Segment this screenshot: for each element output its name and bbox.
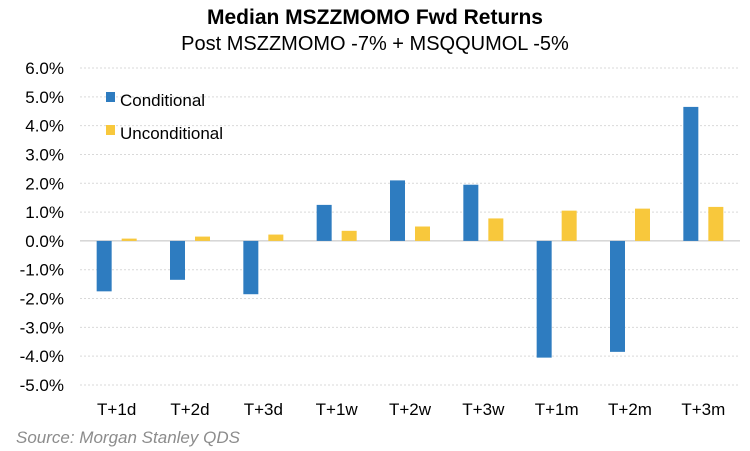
bar-unconditional-t1d: [121, 238, 137, 241]
legend-swatch-unconditional: [106, 125, 115, 135]
bar-unconditional-t2w: [415, 226, 430, 241]
y-tick-label: -5.0%: [20, 376, 64, 395]
x-tick-label: T+3m: [681, 400, 725, 419]
legend-label-unconditional: Unconditional: [120, 124, 223, 143]
bar-unconditional-t1m: [561, 210, 577, 241]
x-tick-label: T+2d: [170, 400, 209, 419]
bar-conditional-t2w: [390, 180, 405, 241]
y-tick-label: 4.0%: [25, 117, 64, 136]
bar-conditional-t1w: [316, 204, 332, 241]
y-tick-label: 0.0%: [25, 232, 64, 251]
x-tick-label: T+3d: [244, 400, 283, 419]
x-tick-label: T+2w: [389, 400, 432, 419]
legend-label-conditional: Conditional: [120, 91, 205, 110]
y-tick-label: 3.0%: [25, 145, 64, 164]
y-tick-label: 1.0%: [25, 203, 64, 222]
y-tick-label: 6.0%: [25, 59, 64, 78]
bar-unconditional-t3d: [268, 234, 284, 241]
x-tick-label: T+1m: [535, 400, 579, 419]
y-tick-label: -2.0%: [20, 290, 64, 309]
bar-conditional-t1m: [536, 240, 552, 358]
bar-conditional-t2d: [170, 240, 185, 280]
chart-title: Median MSZZMOMO Fwd Returns: [207, 6, 543, 29]
bar-unconditional-t1w: [341, 230, 357, 241]
chart-subtitle: Post MSZZMOMO -7% + MSQQUMOL -5%: [181, 33, 569, 55]
x-tick-label: T+3w: [462, 400, 505, 419]
y-tick-label: 5.0%: [25, 88, 64, 107]
bar-conditional-t3w: [463, 184, 479, 241]
y-tick-label: -4.0%: [20, 347, 64, 366]
y-tick-label: 2.0%: [25, 174, 64, 193]
source-note: Source: Morgan Stanley QDS: [16, 428, 240, 447]
bar-conditional-t3d: [243, 240, 259, 295]
bar-unconditional-t2m: [635, 208, 650, 241]
bar-conditional-t1d: [96, 240, 112, 292]
y-tick-label: -1.0%: [20, 261, 64, 280]
x-tick-label: T+1d: [97, 400, 136, 419]
x-tick-label: T+1w: [316, 400, 359, 419]
y-tick-label: -3.0%: [20, 318, 64, 337]
bar-unconditional-t2d: [195, 236, 210, 241]
bar-unconditional-t3w: [488, 218, 504, 241]
bar-conditional-t3m: [683, 106, 699, 241]
x-tick-label: T+2m: [608, 400, 652, 419]
bar-unconditional-t3m: [708, 206, 724, 241]
legend-swatch-conditional: [106, 92, 115, 102]
bar-conditional-t2m: [610, 240, 625, 352]
